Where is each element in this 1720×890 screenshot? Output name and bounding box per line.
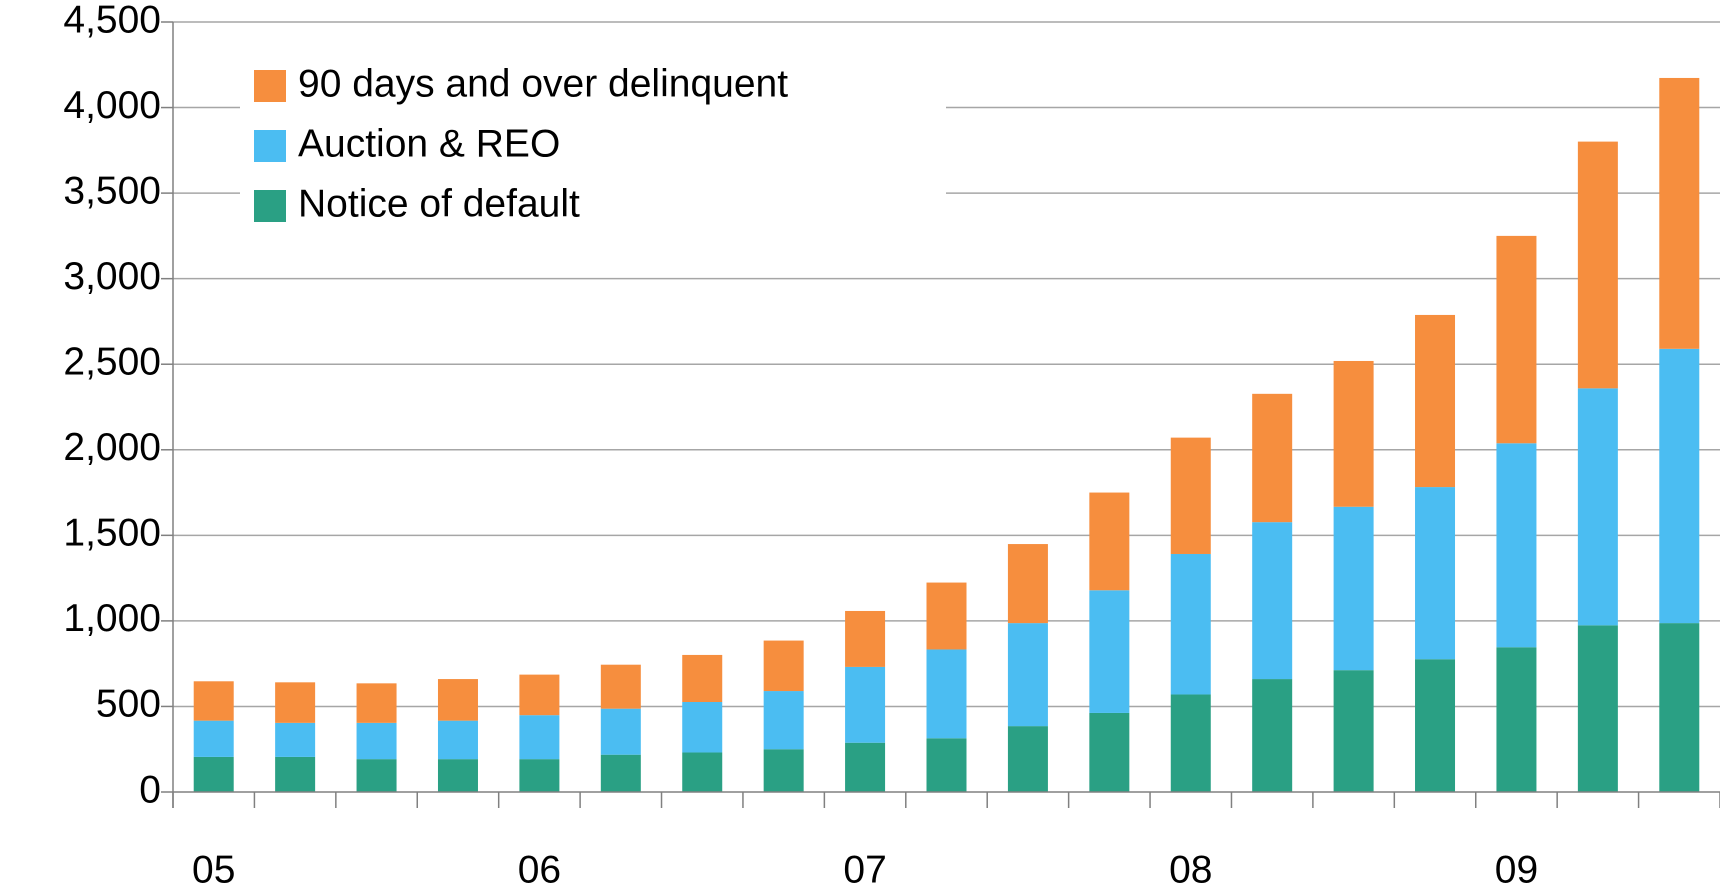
x-tick-label: 07 <box>843 848 886 890</box>
y-tick-label: 4,500 <box>63 0 161 41</box>
bar-segment <box>1415 314 1456 488</box>
legend-swatch <box>254 70 286 102</box>
bar-segment <box>1415 487 1456 660</box>
bar-segment <box>519 759 560 792</box>
bar-segment <box>437 720 478 760</box>
bar-segment <box>926 738 967 792</box>
legend-swatch <box>254 190 286 222</box>
bar-segment <box>356 722 397 760</box>
bar-segment <box>1170 553 1211 695</box>
bar-segment <box>926 649 967 739</box>
bar-segment <box>193 756 234 792</box>
bar-segment <box>600 708 641 755</box>
bar-segment <box>845 742 886 792</box>
bar-segment <box>763 640 804 692</box>
bar-segment <box>1089 590 1130 713</box>
bar-segment <box>1577 388 1618 626</box>
legend-label: Auction & REO <box>298 122 560 165</box>
bar-segment <box>1089 712 1130 792</box>
y-tick-label: 4,000 <box>63 84 161 127</box>
bar-segment <box>437 759 478 792</box>
bar-segment <box>763 749 804 792</box>
bar-segment <box>275 756 316 792</box>
bar-segment <box>1252 393 1293 523</box>
bar-segment <box>437 679 478 721</box>
bar-segment <box>1007 623 1048 727</box>
bar-segment <box>1415 659 1456 792</box>
bar-segment <box>682 654 723 702</box>
bar-segment <box>1333 670 1374 792</box>
y-tick-label: 3,000 <box>63 255 161 298</box>
bar-segment <box>1577 625 1618 792</box>
x-tick-label: 08 <box>1169 848 1212 890</box>
legend-background <box>240 60 946 232</box>
y-tick-label: 1,000 <box>63 597 161 640</box>
bar-segment <box>1577 141 1618 389</box>
legend-label: 90 days and over delinquent <box>298 62 788 105</box>
y-tick-label: 0 <box>139 768 161 811</box>
bar-segment <box>763 691 804 750</box>
bar-segment <box>519 674 560 716</box>
bar-segment <box>600 754 641 792</box>
bar-segment <box>1496 443 1537 648</box>
bar-segment <box>600 664 641 709</box>
bar-segment <box>1252 522 1293 680</box>
y-tick-label: 500 <box>96 683 161 726</box>
bar-segment <box>356 683 397 723</box>
bar-segment <box>1170 437 1211 554</box>
y-tick-label: 3,500 <box>63 169 161 212</box>
y-tick-label: 2,500 <box>63 341 161 384</box>
bar-segment <box>275 682 316 723</box>
x-tick-label: 05 <box>192 848 235 890</box>
bar-segment <box>1659 348 1700 624</box>
bar-segment <box>845 666 886 743</box>
bar-segment <box>1089 492 1130 591</box>
bar-segment <box>926 582 967 650</box>
bar-segment <box>519 715 560 760</box>
bar-segment <box>193 681 234 721</box>
bar-segment <box>682 701 723 753</box>
bar-segment <box>193 720 234 757</box>
x-tick-label: 06 <box>518 848 561 890</box>
bar-segment <box>356 759 397 792</box>
legend-swatch <box>254 130 286 162</box>
bar-segment <box>1496 235 1537 444</box>
bar-segment <box>1007 726 1048 792</box>
bar-segment <box>1170 694 1211 792</box>
bar-segment <box>1333 506 1374 671</box>
bar-segment <box>1659 623 1700 792</box>
bar-segment <box>1007 544 1048 624</box>
bar-segment <box>845 610 886 667</box>
bar-segment <box>1252 679 1293 792</box>
bar-segment <box>275 722 316 757</box>
y-tick-label: 1,500 <box>63 512 161 555</box>
bar-segment <box>1659 77 1700 349</box>
bar-segment <box>1496 647 1537 792</box>
bar-segment <box>1333 360 1374 507</box>
y-tick-label: 2,000 <box>63 426 161 469</box>
legend-label: Notice of default <box>298 182 580 225</box>
x-tick-label: 09 <box>1495 848 1538 890</box>
bar-segment <box>682 752 723 792</box>
